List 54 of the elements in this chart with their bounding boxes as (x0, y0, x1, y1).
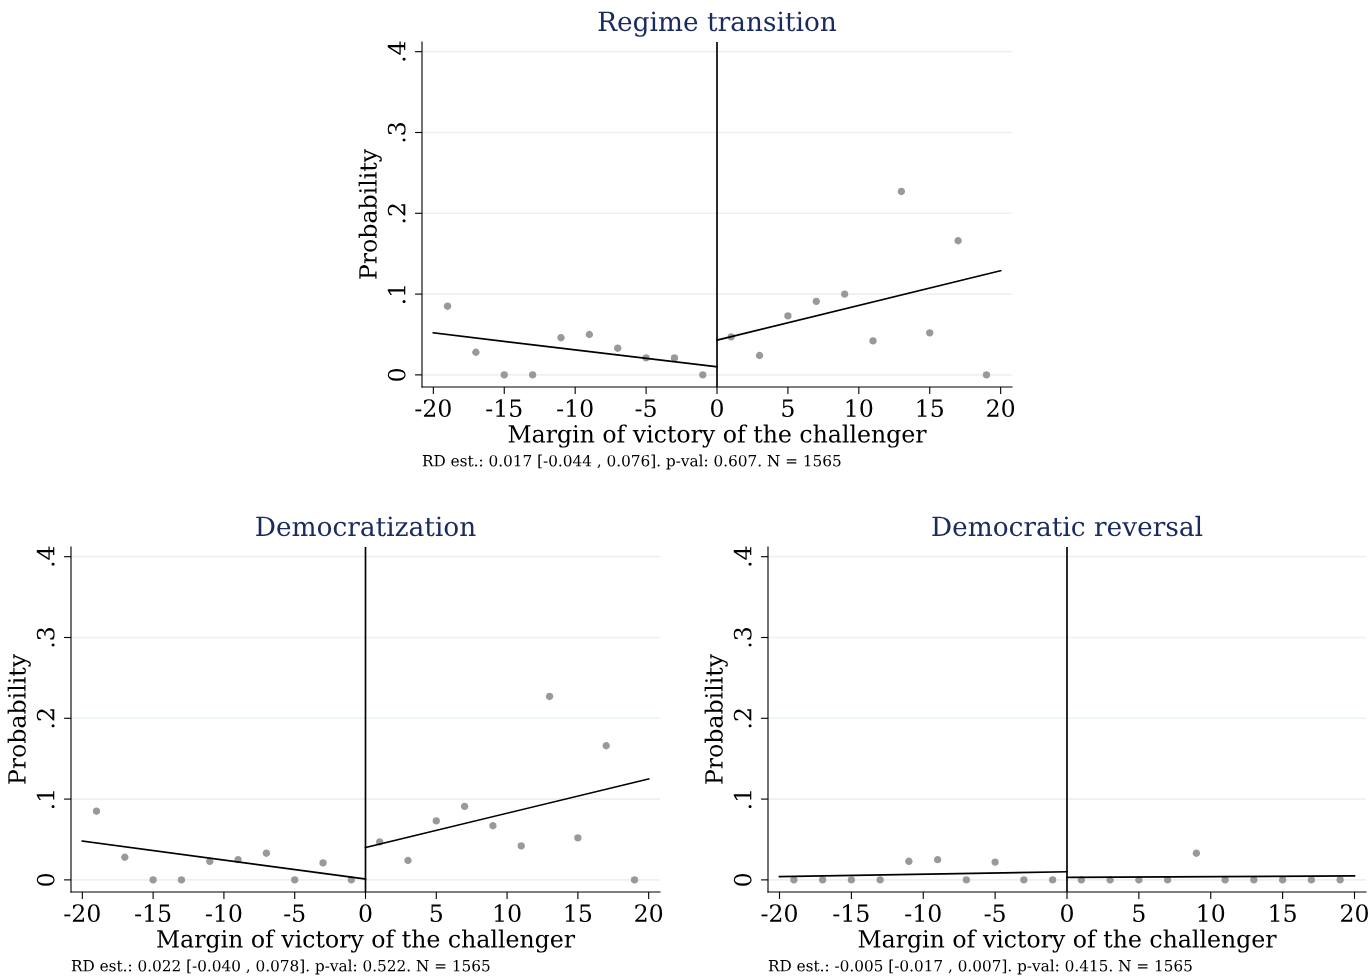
x-tick-label: 0 (359, 904, 372, 923)
x-tick-label: -15 (135, 904, 171, 923)
y-tick-label: .2 (36, 709, 55, 728)
x-tick-label: 20 (987, 399, 1015, 418)
x-axis-title: Margin of victory of the challenger (157, 929, 576, 953)
x-tick-label: 10 (846, 399, 873, 418)
x-tick-label: 0 (711, 399, 723, 418)
x-tick-label: -20 (761, 904, 797, 923)
y-tick-label: .1 (733, 791, 752, 809)
x-tick-label: 20 (635, 904, 663, 923)
y-tick-label: .3 (387, 122, 406, 142)
x-tick-label: 5 (430, 904, 442, 923)
y-axis-title: Probability (7, 653, 31, 784)
x-tick-label: -20 (415, 399, 451, 418)
text: RD est.: 0.017 [-0.044 , 0.076]. p-val: 0.607. N = 1565 (422, 454, 841, 470)
x-tick-label: -15 (486, 399, 522, 418)
y-tick-label: 0 (36, 873, 55, 886)
x-tick-label: 5 (782, 399, 794, 418)
x-tick-label: 5 (1133, 904, 1145, 923)
y-axis-title: Probability (704, 653, 728, 784)
text: RD est.: 0.022 [-0.040 , 0.078]. p-val: 0.522. N = 1565 (71, 959, 490, 975)
x-tick-label: 15 (1270, 904, 1296, 923)
chart-title: Democratic reversal (932, 515, 1203, 537)
x-tick-label: 0 (1061, 904, 1073, 923)
chart-title: Regime transition (598, 11, 837, 37)
x-tick-label: -20 (64, 904, 100, 923)
y-tick-label: .4 (387, 41, 406, 61)
y-axis-title: Probability (358, 148, 382, 279)
x-tick-label: -5 (284, 904, 305, 923)
text: RD est.: -0.005 [-0.017 , 0.007]. p-val: 0.415. N = 1565 (768, 959, 1192, 975)
y-tick-label: .1 (387, 286, 406, 304)
x-tick-label: -5 (984, 904, 1005, 923)
y-tick-label: .2 (733, 709, 752, 728)
x-tick-label: -10 (205, 904, 242, 923)
y-tick-label: .4 (36, 546, 55, 566)
x-tick-label: -10 (905, 904, 941, 923)
x-tick-label: -5 (635, 399, 656, 418)
x-tick-label: -10 (557, 399, 593, 418)
x-tick-label: 10 (494, 904, 521, 923)
y-tick-label: 0 (733, 873, 752, 886)
y-tick-label: .1 (36, 791, 55, 809)
x-axis-title: Margin of victory of the challenger (508, 424, 927, 448)
chart-title: Democratization (256, 516, 476, 537)
y-tick-label: 0 (387, 368, 406, 381)
x-tick-label: 15 (565, 904, 592, 923)
y-tick-label: .4 (733, 546, 752, 566)
y-tick-label: .3 (36, 627, 55, 647)
x-tick-label: -15 (833, 904, 869, 923)
x-tick-label: 15 (917, 399, 943, 418)
x-tick-label: 10 (1198, 904, 1225, 923)
x-tick-label: 20 (1341, 904, 1368, 923)
x-axis-title: Margin of victory of the challenger (858, 929, 1277, 953)
y-tick-label: .2 (387, 204, 406, 223)
y-tick-label: .3 (733, 627, 752, 647)
